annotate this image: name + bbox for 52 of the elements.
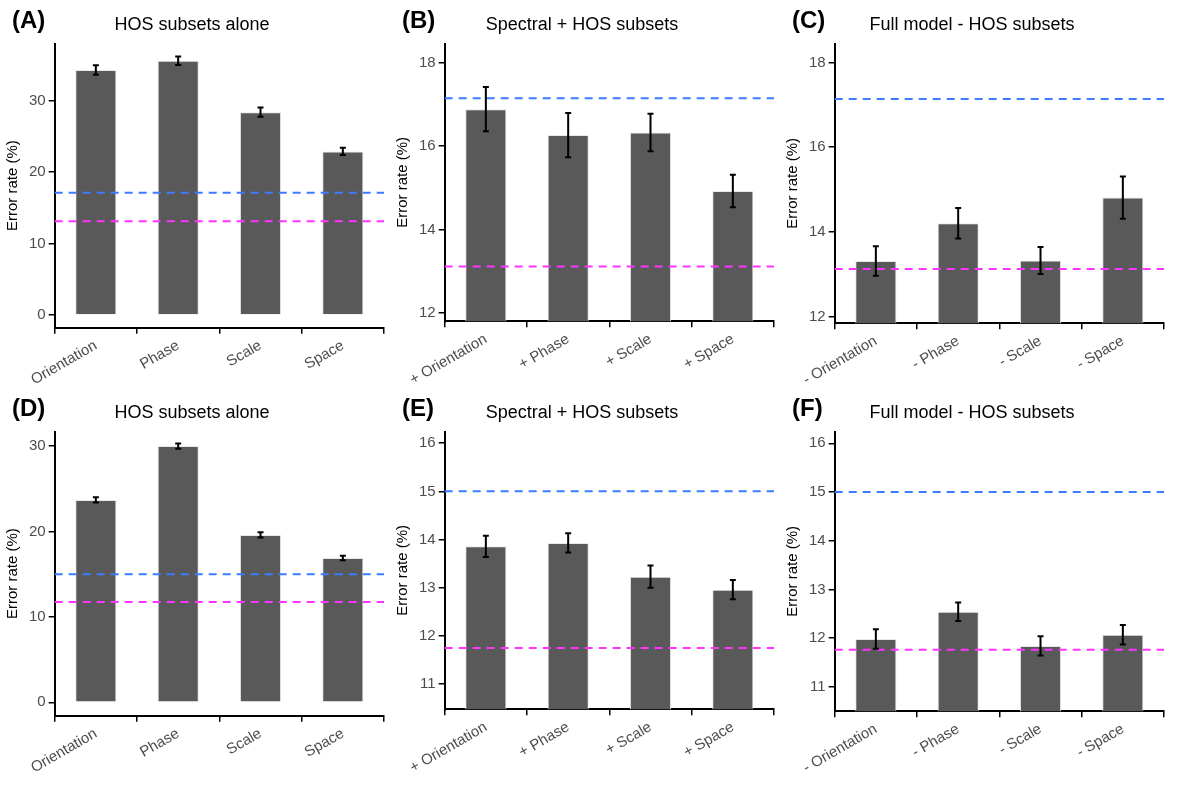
y-tick-label: 14 xyxy=(809,221,826,239)
y-tick-label: 30 xyxy=(29,436,46,454)
chart-title: Full model - HOS subsets xyxy=(869,401,1075,422)
text: (B) xyxy=(402,6,436,34)
y-tick-label: 30 xyxy=(29,90,46,108)
y-tick-label: 14 xyxy=(809,530,826,548)
chart-title: Spectral + HOS subsets xyxy=(485,13,679,34)
text: (A) xyxy=(12,6,46,34)
y-tick-label: 0 xyxy=(37,692,46,710)
y-axis-title: Error rate (%) xyxy=(783,525,801,617)
x-tick-label: + Scale xyxy=(601,329,655,370)
y-tick-label: 15 xyxy=(419,481,436,499)
y-tick-label: 11 xyxy=(420,674,436,692)
x-tick-label: Scale xyxy=(223,723,265,758)
y-tick-label: 16 xyxy=(809,433,826,451)
text: (F) xyxy=(792,394,823,422)
y-tick-label: 15 xyxy=(809,482,826,500)
y-tick-label: 13 xyxy=(809,579,826,597)
y-tick-label: 10 xyxy=(29,233,46,251)
y-tick-label: 18 xyxy=(419,52,436,70)
y-tick-label: 12 xyxy=(419,626,436,644)
text: (D) xyxy=(12,394,46,422)
chart-title: Spectral + HOS subsets xyxy=(485,401,679,422)
y-axis-title: Error rate (%) xyxy=(393,137,411,228)
y-tick-label: 13 xyxy=(419,577,436,595)
chart-title: Full model - HOS subsets xyxy=(869,13,1075,34)
x-tick-label: - Scale xyxy=(995,719,1045,758)
y-tick-label: 12 xyxy=(809,306,826,324)
y-axis-title: Error rate (%) xyxy=(3,140,21,232)
y-tick-label: 16 xyxy=(419,136,436,154)
y-tick-label: 12 xyxy=(809,628,826,646)
y-tick-label: 11 xyxy=(810,676,826,694)
text: (E) xyxy=(402,394,434,422)
y-tick-label: 18 xyxy=(809,52,826,70)
chart-title: HOS subsets alone xyxy=(114,13,270,34)
y-tick-label: 14 xyxy=(419,529,436,547)
y-tick-label: 10 xyxy=(29,607,46,625)
y-axis-title: Error rate (%) xyxy=(393,525,411,616)
y-tick-label: 14 xyxy=(419,219,436,237)
y-tick-label: 16 xyxy=(809,137,826,155)
y-axis-title: Error rate (%) xyxy=(783,137,801,229)
y-tick-label: 20 xyxy=(29,521,46,539)
y-tick-label: 12 xyxy=(419,303,436,321)
x-tick-label: + Scale xyxy=(601,717,655,758)
y-tick-label: 20 xyxy=(29,162,46,180)
x-tick-label: - Scale xyxy=(995,331,1045,370)
text: (C) xyxy=(792,6,826,34)
y-axis-title: Error rate (%) xyxy=(3,528,21,620)
chart-title: HOS subsets alone xyxy=(114,401,270,422)
x-tick-label: Scale xyxy=(223,335,265,370)
y-tick-label: 16 xyxy=(419,433,436,451)
y-tick-label: 0 xyxy=(37,305,46,323)
